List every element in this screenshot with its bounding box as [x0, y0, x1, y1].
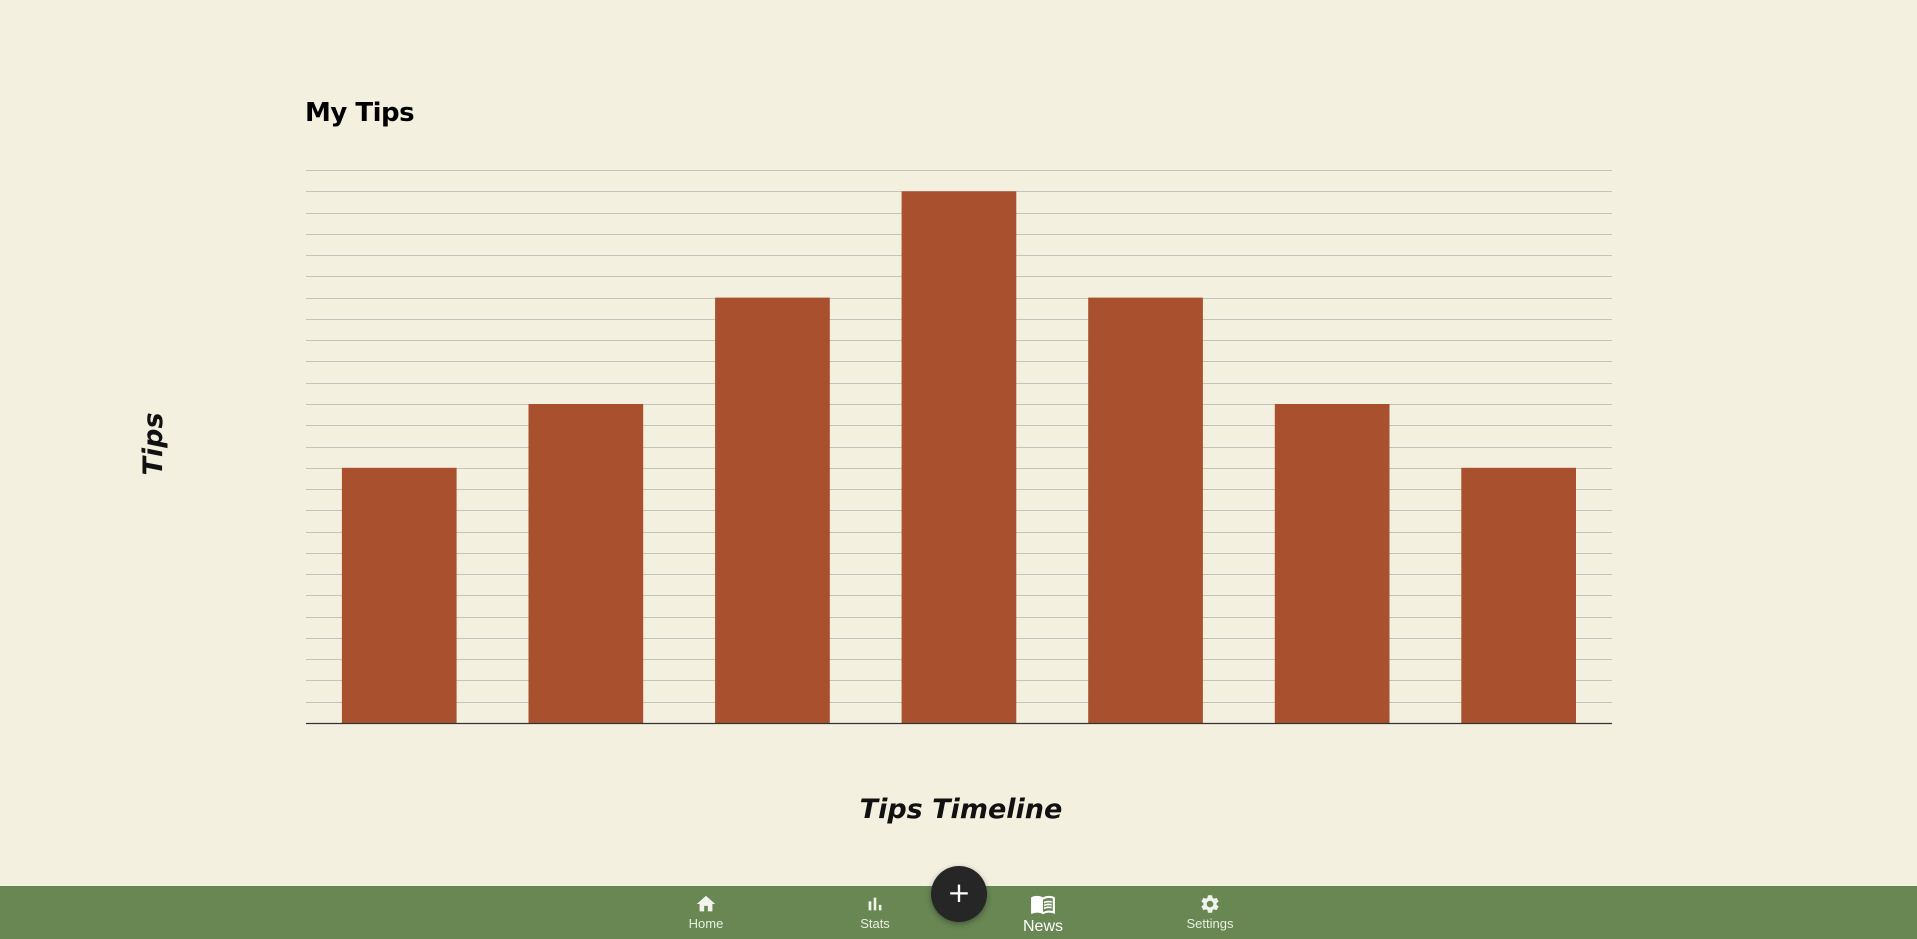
x-axis-title: Tips Timeline	[860, 794, 1063, 825]
y-axis-title: Tips	[138, 412, 169, 475]
bar-chart-icon	[868, 897, 882, 911]
bar-5	[1088, 297, 1203, 723]
nav-item-settings[interactable]: Settings	[1155, 886, 1265, 939]
bar-1	[341, 467, 457, 723]
plus-icon: +	[947, 876, 971, 909]
nav-label-stats: Stats	[860, 916, 890, 931]
nav-item-news[interactable]: News	[988, 886, 1098, 939]
nav-item-home[interactable]: Home	[651, 886, 761, 939]
bar-7	[1461, 467, 1576, 723]
bar-6	[1274, 404, 1390, 723]
bar-3	[715, 297, 830, 723]
add-tip-button[interactable]: +	[931, 866, 987, 922]
newspaper-icon	[1031, 895, 1055, 915]
nav-item-stats[interactable]: Stats	[820, 886, 930, 939]
gear-icon	[1201, 895, 1219, 913]
home-icon	[696, 895, 716, 912]
bar-4	[901, 191, 1017, 724]
bar-2	[528, 404, 644, 723]
nav-label-news: News	[1022, 918, 1063, 935]
nav-label-home: Home	[688, 916, 724, 931]
nav-label-settings: Settings	[1186, 916, 1234, 931]
page-title: My Tips	[305, 98, 415, 128]
chart-bars	[341, 191, 1576, 724]
